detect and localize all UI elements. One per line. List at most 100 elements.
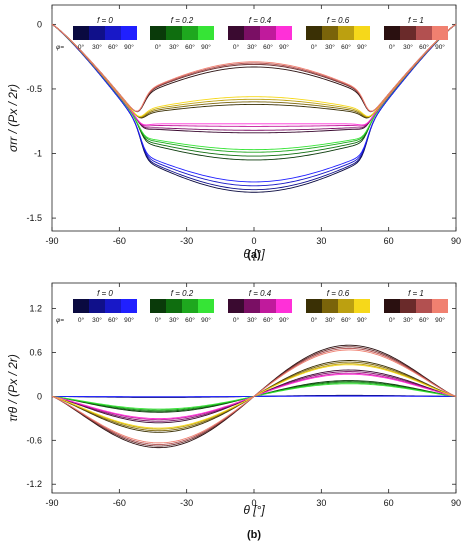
legend-swatch [260,299,276,313]
legend-group-title: f = 0.4 [249,16,272,25]
legend-group: f = 0.2 0° 30° 60° 90° [150,289,214,324]
legend-phi-tick: 0° [233,316,240,324]
legend-swatch [228,26,244,40]
legend-swatch [244,26,260,40]
x-tick-label: 0 [251,236,256,246]
legend-swatch [150,26,166,40]
legend-group-title: f = 0.6 [327,16,350,25]
y-tick-label: -1.2 [26,479,42,489]
legend-group: f = 0.4 0° 30° 60° 90° [228,16,292,51]
x-tick-label: 0 [251,498,256,508]
series-line-f1-phi90 [51,349,457,444]
legend-group-title: f = 0.2 [171,16,194,25]
y-tick-label: 0 [37,19,42,29]
legend-swatch [89,299,105,313]
y-tick-label: 0.6 [29,348,42,358]
x-axis-label: θ [°] [243,503,265,517]
legend-phi-tick: 60° [263,43,273,51]
series-line-f1-phi90 [51,23,457,112]
y-tick-label: -0.6 [26,435,42,445]
x-tick-label: -60 [113,236,126,246]
legend-swatch [166,299,182,313]
legend-phi-tick: 60° [419,316,429,324]
legend-phi-tick: 30° [403,316,413,324]
y-tick-label: 0 [37,391,42,401]
legend-swatch [121,26,137,40]
series-line-f0_2-phi90 [51,23,457,151]
x-tick-label: 90 [451,498,461,508]
legend-phi-tick: 60° [263,316,273,324]
legend-phi-tick: 90° [279,43,289,51]
legend-group-title: f = 0.2 [171,289,194,298]
series-lines [51,344,457,449]
legend-swatch [166,26,182,40]
legend-swatch [384,26,400,40]
legend-swatch [182,26,198,40]
legend-phi-tick: 30° [247,43,257,51]
legend-swatch [322,299,338,313]
y-tick-label: -0.5 [26,84,42,94]
legend-phi-tick: 0° [78,316,85,324]
y-tick-label: -1 [34,149,42,159]
legend-swatch [276,299,292,313]
legend-swatch [105,299,121,313]
legend-swatch [244,299,260,313]
x-axis-label: θ [°] [243,247,265,261]
legend-phi-tick: 0° [389,43,396,51]
legend-phi-tick: 0° [233,43,240,51]
legend-swatch [182,299,198,313]
legend-swatch [150,299,166,313]
legend-swatch [306,299,322,313]
legend-swatch [276,26,292,40]
legend-swatch [338,299,354,313]
legend-phi-tick: 60° [108,316,118,324]
legend-group: f = 0.2 0° 30° 60° 90° [150,16,214,51]
legend-swatch [432,299,448,313]
y-tick-label: -1.5 [26,213,42,223]
legend-phi-tick: 30° [325,43,335,51]
x-tick-label: 90 [451,236,461,246]
legend-swatch [228,299,244,313]
legend-phi-tick: 90° [201,316,211,324]
x-tick-label: -30 [180,498,193,508]
legend-phi-tick: 60° [185,43,195,51]
legend-swatch [260,26,276,40]
legend-phi-tick: 90° [279,316,289,324]
x-tick-label: -30 [180,236,193,246]
y-axis-label: σrr / (Px / 2r) [6,84,20,152]
legend-group-title: f = 0.6 [327,289,350,298]
legend-group: f = 0 0° 30° 60° 90° [73,289,137,324]
legend: f = 00° 30° 60° 90°f = 0.20° 30° 60° 90°f = 0.… [56,16,448,51]
legend-swatch [432,26,448,40]
series-line-f0_4-phi30 [51,23,457,131]
x-tick-label: 60 [384,236,394,246]
legend-phi-tick: 0° [78,43,85,51]
plot-frame [51,282,457,494]
legend-swatch [73,299,89,313]
legend-phi-tick: 90° [435,43,445,51]
legend-phi-tick: 60° [341,316,351,324]
legend-group-title: f = 1 [408,289,424,298]
legend-swatch [198,26,214,40]
legend-swatch [416,26,432,40]
panel-label: (b) [247,529,261,541]
legend-swatch [322,26,338,40]
legend-phi-tick: 0° [389,316,396,324]
legend-swatch [338,26,354,40]
legend-swatch [384,299,400,313]
panel-label: (a) [247,249,261,261]
legend-phi-tick: 0° [155,316,162,324]
legend-group: f = 0.6 0° 30° 60° 90° [306,16,370,51]
legend-phi-tick: 90° [435,316,445,324]
legend-phi-tick: 0° [311,43,318,51]
legend-swatch [354,299,370,313]
x-tick-label: 30 [316,498,326,508]
series-line-f0_4-phi90 [51,23,457,126]
series-line-f0_4-phi0 [51,23,457,134]
legend-phi-tick: 90° [357,316,367,324]
legend-phi-tick: 90° [201,43,211,51]
legend-swatch [416,299,432,313]
legend-phi-tick: 30° [325,316,335,324]
legend-swatch [354,26,370,40]
legend-swatch [400,26,416,40]
